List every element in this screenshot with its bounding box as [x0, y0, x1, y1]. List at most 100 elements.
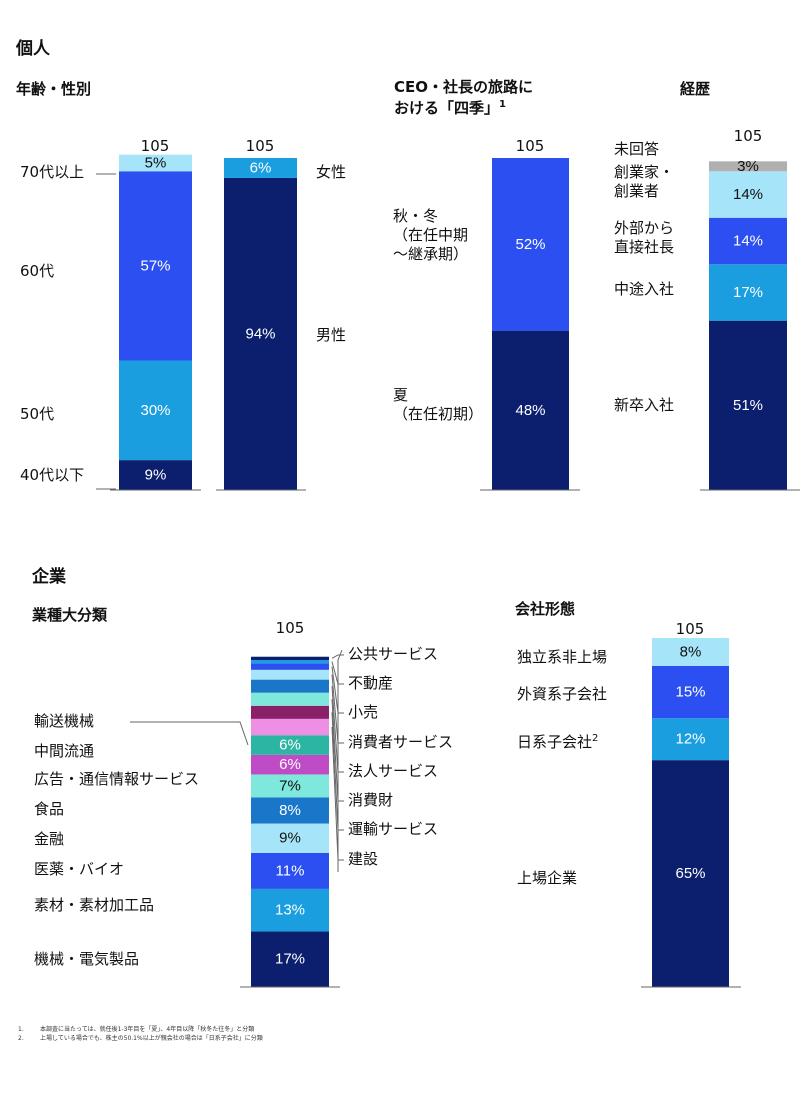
gender-category-label-2: 女性 [316, 163, 346, 182]
career-bar-segment-1 [709, 320, 787, 490]
industry-category-label-12: 法人サービス [348, 762, 438, 781]
career-bar-segment-3 [709, 217, 787, 265]
industry-category-label-16-line-1: 公共サービス [348, 645, 439, 663]
gender-bar-value-label-2: 6% [250, 159, 272, 176]
age-bar-segment-1 [119, 460, 192, 490]
industry-category-label-1-line-1: 機械・電気製品 [34, 950, 140, 968]
industry-bar-segment-9 [251, 718, 329, 736]
industry-category-label-3-line-1: 医薬・バイオ [34, 860, 125, 878]
gender-bar-value-label-1: 94% [245, 325, 275, 342]
seasons-category-label-2-line-1: 秋・冬 [393, 207, 439, 225]
industry-leader-9 [331, 727, 344, 861]
seasons-bar-total: 105 [515, 137, 545, 155]
career-category-label-5: 未回答 [614, 140, 659, 159]
industry-leader-8 [130, 721, 249, 746]
industry-category-label-2-line-1: 素材・素材加工品 [34, 896, 155, 914]
seasons-bar-value-label-2: 52% [515, 236, 545, 253]
industry-category-label-16: 公共サービス [348, 645, 438, 664]
industry-category-label-13: 消費者サービス [348, 733, 453, 752]
career-category-label-1: 新卒入社 [614, 396, 674, 415]
age-bar-total: 105 [140, 137, 170, 155]
company-type-category-label-4: 独立系非上場 [517, 648, 607, 667]
seasons-bar-value-label-1: 48% [515, 402, 545, 419]
industry-bar-segment-2 [251, 888, 329, 932]
seasons-category-label-1-line-1: 夏 [393, 386, 409, 404]
industry-category-label-3: 医薬・バイオ [34, 860, 124, 879]
industry-leader-12 [331, 686, 344, 773]
industry-bar-segment-15 [251, 660, 329, 664]
career-category-label-4: 創業家・ 創業者 [614, 163, 674, 201]
gender-category-label-1-line-1: 男性 [316, 326, 347, 344]
career-category-label-3: 外部から 直接社長 [614, 219, 674, 257]
footnote-2: 2. 上場している場合でも、株主の50.1%以上が親会社の場合は「日系子会社」に分… [18, 1033, 263, 1042]
industry-bar-segment-14 [251, 663, 329, 670]
age-category-label-2: 50代 [20, 405, 54, 424]
industry-bar-value-label-3: 11% [276, 862, 305, 879]
age-category-label-1: 40代以下 [20, 466, 84, 485]
career-category-label-5-line-1: 未回答 [614, 140, 660, 158]
footnote-1-text: 本調査に当たっては、就任後1-3年目を「夏」、4年目以降「秋冬た往冬」と分類 [40, 1026, 255, 1033]
company-type-category-label-1: 上場企業 [517, 869, 577, 888]
industry-category-label-15: 不動産 [348, 674, 393, 693]
industry-bar-segment-10 [251, 705, 329, 719]
industry-category-label-1: 機械・電気製品 [34, 950, 139, 969]
company-type-bar-total: 105 [675, 620, 705, 638]
industry-category-label-15-line-1: 不動産 [348, 674, 394, 692]
career-category-label-3-line-2: 直接社長 [614, 237, 675, 256]
age-category-label-1-line-1: 40代以下 [20, 466, 85, 484]
industry-bar-segment-1 [251, 931, 329, 987]
seasons-category-label-1: 夏（在任初期） [393, 386, 483, 424]
industry-bar-value-label-7: 6% [279, 756, 301, 773]
industry-bar-segment-11 [251, 692, 329, 706]
industry-bar-value-label-4: 9% [279, 830, 301, 847]
section-title-company: 企業 [32, 567, 66, 587]
age-category-label-2-line-1: 50代 [20, 405, 55, 423]
company-type-bar-value-label-1: 65% [675, 865, 705, 882]
industry-category-label-8-line-1: 輸送機械 [34, 712, 95, 730]
age-bar-segment-3 [119, 171, 192, 361]
career-bar-value-label-2: 17% [733, 284, 763, 301]
career-category-label-2-line-1: 中途入社 [614, 280, 675, 298]
chart-title-seasons-line1: CEO・社長の旅路に [394, 78, 534, 96]
industry-category-label-5: 食品 [34, 800, 64, 819]
industry-bar-segment-13 [251, 669, 329, 680]
seasons-category-label-2: 秋・冬 （在任中期 ～継承期） [393, 207, 468, 263]
industry-category-label-4: 金融 [34, 830, 64, 849]
gender-bar-segment-2 [224, 158, 297, 178]
industry-bar-value-label-6: 7% [279, 777, 301, 794]
company-type-bar-segment-3 [652, 665, 729, 719]
industry-bar-segment-6 [251, 774, 329, 798]
industry-category-label-5-line-1: 食品 [34, 800, 65, 818]
chart-title-career: 経歴 [680, 80, 711, 98]
career-bar-value-label-5: 3% [737, 158, 759, 175]
career-category-label-4-line-2: 創業者 [614, 181, 660, 200]
industry-bar-segment-16 [251, 656, 329, 660]
company-type-bar-value-label-3: 15% [675, 684, 705, 701]
age-category-label-4-line-1: 70代以上 [20, 163, 85, 181]
industry-leader-10 [331, 712, 344, 831]
company-type-category-label-3: 外資系子会社 [517, 685, 607, 704]
company-type-bar-segment-4 [652, 638, 729, 666]
industry-category-label-7-line-1: 中間流通 [34, 742, 95, 760]
industry-category-label-14-line-1: 小売 [348, 703, 379, 721]
industry-leader-15 [331, 661, 344, 685]
industry-bar-value-label-2: 13% [275, 902, 305, 919]
chart-title-seasons-line2: おける「四季」 [394, 98, 500, 117]
gender-category-label-1: 男性 [316, 326, 346, 345]
industry-leader-16 [331, 654, 344, 659]
company-type-bar-segment-1 [652, 760, 729, 987]
career-category-label-4-line-1: 創業家・ [614, 163, 675, 181]
industry-category-label-9: 建設 [348, 850, 378, 869]
industry-leader-14 [331, 666, 344, 714]
industry-bracket-main [337, 649, 343, 872]
industry-bar-segment-5 [251, 797, 329, 824]
company-type-bar-value-label-4: 8% [680, 643, 702, 660]
industry-category-label-14: 小売 [348, 703, 378, 722]
chart-title-seasons: CEO・社長の旅路に おける「四季」1 [394, 78, 533, 118]
industry-category-label-6: 広告・通信情報サービス [34, 770, 199, 789]
industry-category-label-8: 輸送機械 [34, 712, 94, 731]
career-bar-segment-5 [709, 161, 787, 172]
industry-category-label-11: 消費財 [348, 791, 393, 810]
age-category-label-3: 60代 [20, 262, 54, 281]
